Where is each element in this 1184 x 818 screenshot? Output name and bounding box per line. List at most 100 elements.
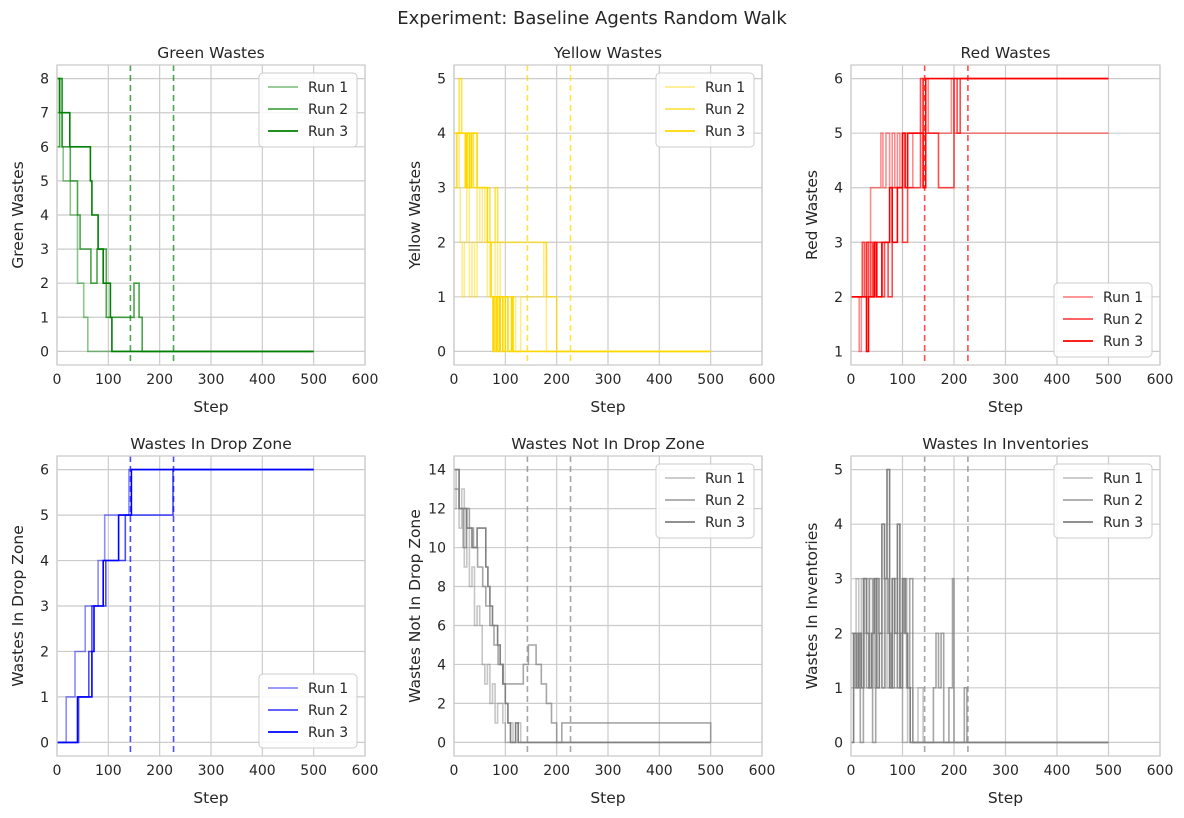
legend-label: Run 2 xyxy=(1103,312,1143,328)
x-axis-label: Step xyxy=(590,789,625,807)
legend: Run 1 Run 2 Run 3 xyxy=(1053,463,1153,539)
series-line-2 xyxy=(57,77,314,353)
x-tick-label: 500 xyxy=(697,763,724,779)
x-tick-label: 100 xyxy=(492,372,519,388)
y-tick-label: 5 xyxy=(834,463,843,479)
legend-label: Run 2 xyxy=(1103,493,1143,509)
legend-label: Run 3 xyxy=(308,124,348,140)
y-axis-label: Wastes In Inventories xyxy=(803,523,821,690)
x-tick-label: 100 xyxy=(492,763,519,779)
y-tick-label: 4 xyxy=(40,554,49,570)
plot-frame xyxy=(453,64,763,366)
y-tick-label: 2 xyxy=(437,696,446,712)
panel-title: Green Wastes xyxy=(157,44,264,62)
y-tick-label: 3 xyxy=(834,572,843,588)
y-tick-label: 4 xyxy=(437,657,446,673)
x-tick-label: 200 xyxy=(941,763,968,779)
y-tick-label: 3 xyxy=(834,235,843,251)
series-group xyxy=(851,65,1109,365)
legend-label: Run 3 xyxy=(1103,515,1143,531)
x-tick-label: 0 xyxy=(53,372,62,388)
x-tick-label: 300 xyxy=(992,763,1019,779)
x-tick-label: 400 xyxy=(1044,372,1071,388)
series-line-2 xyxy=(454,488,712,744)
legend-label: Run 1 xyxy=(308,681,348,697)
y-tick-label: 8 xyxy=(40,72,49,88)
x-tick-label: 500 xyxy=(300,372,327,388)
legend: Run 1 Run 2 Run 3 xyxy=(1053,282,1153,358)
y-tick-label: 1 xyxy=(834,344,843,360)
y-tick-label: 1 xyxy=(834,681,843,697)
series-line-3 xyxy=(454,468,711,744)
panel-notdrop: 0 100 200 300 400 500 600 0 2 4 6 8 10 12 14 Wastes Not… xyxy=(406,435,775,807)
y-tick-label: 0 xyxy=(437,344,446,360)
panel-inventories: 0 100 200 300 400 500 600 0 1 2 3 4 5 Wastes In Inven… xyxy=(803,435,1173,807)
legend-label: Run 2 xyxy=(308,703,348,719)
y-tick-label: 14 xyxy=(428,463,446,479)
series-group xyxy=(454,65,711,365)
plot-frame xyxy=(850,455,1161,757)
panel-title: Wastes In Drop Zone xyxy=(130,435,292,453)
x-tick-label: 0 xyxy=(450,763,459,779)
y-axis-label: Red Wastes xyxy=(803,170,821,260)
plot-frame xyxy=(56,455,366,757)
series-line-3 xyxy=(851,77,1109,353)
y-tick-label: 4 xyxy=(40,208,49,224)
legend-label: Run 1 xyxy=(705,80,745,96)
legend-label: Run 3 xyxy=(705,515,745,531)
panel-title: Red Wastes xyxy=(961,44,1051,62)
x-tick-label: 200 xyxy=(543,372,570,388)
x-tick-label: 100 xyxy=(889,372,916,388)
x-tick-label: 600 xyxy=(1147,763,1174,779)
series-group xyxy=(57,65,314,365)
legend-box xyxy=(258,72,358,148)
y-tick-label: 4 xyxy=(437,126,446,142)
panel-yellow: 0 100 200 300 400 500 600 0 1 2 3 4 5 Yellow Wastes St… xyxy=(406,44,775,416)
figure-title: Experiment: Baseline Agents Random Walk xyxy=(397,8,787,29)
x-tick-label: 600 xyxy=(1147,372,1174,388)
panel-green: 0 100 200 300 400 500 600 0 1 2 3 4 5 6 7 8 Green Wastes… xyxy=(9,44,378,416)
legend: Run 1 Run 2 Run 3 xyxy=(258,673,358,749)
panel-red: 0 100 200 300 400 500 600 1 2 3 4 5 6 Red Wastes Step R… xyxy=(803,44,1173,416)
y-tick-label: 4 xyxy=(834,517,843,533)
x-tick-label: 600 xyxy=(749,372,776,388)
series-group xyxy=(851,456,1109,756)
x-axis-label: Step xyxy=(988,398,1023,416)
x-tick-label: 0 xyxy=(847,372,856,388)
x-tick-label: 600 xyxy=(749,763,776,779)
y-tick-label: 2 xyxy=(437,235,446,251)
x-tick-label: 300 xyxy=(198,763,225,779)
y-tick-label: 5 xyxy=(437,72,446,88)
legend-label: Run 2 xyxy=(308,102,348,118)
x-axis-label: Step xyxy=(193,789,228,807)
legend: Run 1 Run 2 Run 3 xyxy=(655,72,755,148)
y-tick-label: 6 xyxy=(437,618,446,634)
legend-label: Run 3 xyxy=(1103,334,1143,350)
legend-box xyxy=(258,673,358,749)
y-tick-label: 5 xyxy=(834,126,843,142)
x-tick-label: 400 xyxy=(646,372,673,388)
x-axis-label: Step xyxy=(193,398,228,416)
x-axis-label: Step xyxy=(590,398,625,416)
x-tick-label: 300 xyxy=(992,372,1019,388)
y-tick-label: 1 xyxy=(437,290,446,306)
y-tick-label: 5 xyxy=(40,508,49,524)
y-tick-label: 6 xyxy=(834,72,843,88)
y-tick-label: 6 xyxy=(40,463,49,479)
y-tick-label: 0 xyxy=(40,735,49,751)
series-line-3 xyxy=(57,77,314,353)
y-tick-label: 4 xyxy=(834,181,843,197)
legend-label: Run 1 xyxy=(1103,471,1143,487)
y-axis-label: Yellow Wastes xyxy=(406,161,424,270)
x-tick-label: 200 xyxy=(146,763,173,779)
x-tick-label: 400 xyxy=(249,763,276,779)
y-tick-label: 0 xyxy=(437,735,446,751)
x-tick-label: 300 xyxy=(595,763,622,779)
y-tick-label: 3 xyxy=(437,181,446,197)
legend-box xyxy=(655,72,755,148)
x-tick-label: 300 xyxy=(595,372,622,388)
x-tick-label: 100 xyxy=(889,763,916,779)
x-tick-label: 100 xyxy=(95,372,122,388)
x-tick-label: 400 xyxy=(646,763,673,779)
y-tick-label: 8 xyxy=(437,580,446,596)
